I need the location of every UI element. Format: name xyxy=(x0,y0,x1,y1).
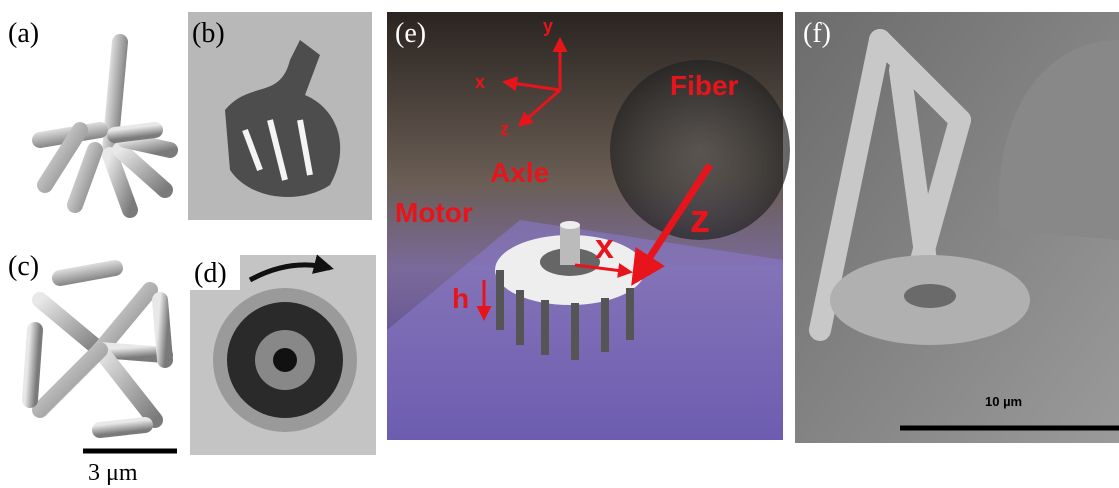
z-label: z xyxy=(690,197,710,241)
panel-label: (d) xyxy=(194,258,227,289)
axle-label: Axle xyxy=(490,157,549,188)
blurred-gear-d xyxy=(213,288,357,432)
panel-label: (e) xyxy=(395,18,426,49)
axis-label: x xyxy=(475,72,485,92)
scale-label: 10 µm xyxy=(985,394,1022,409)
figure: (a) (b) (c) (d) 3 μm y x z Fiber Axle Mo… xyxy=(0,0,1119,488)
panel-label: (f) xyxy=(803,18,831,49)
sem-gear xyxy=(830,255,1030,345)
axis-label: y xyxy=(543,16,553,36)
motor-label: Motor xyxy=(395,197,473,228)
x-label: x xyxy=(595,228,614,266)
panel-label: (b) xyxy=(192,18,225,49)
rod-structure-c xyxy=(30,262,165,440)
panel-label: (c) xyxy=(8,251,39,282)
rod-structure-a xyxy=(40,42,170,210)
panel-label: (a) xyxy=(8,18,39,49)
axis-label: z xyxy=(500,119,509,139)
scale-label: 3 μm xyxy=(88,460,138,486)
h-label: h xyxy=(452,283,469,314)
fiber-label: Fiber xyxy=(670,70,739,101)
